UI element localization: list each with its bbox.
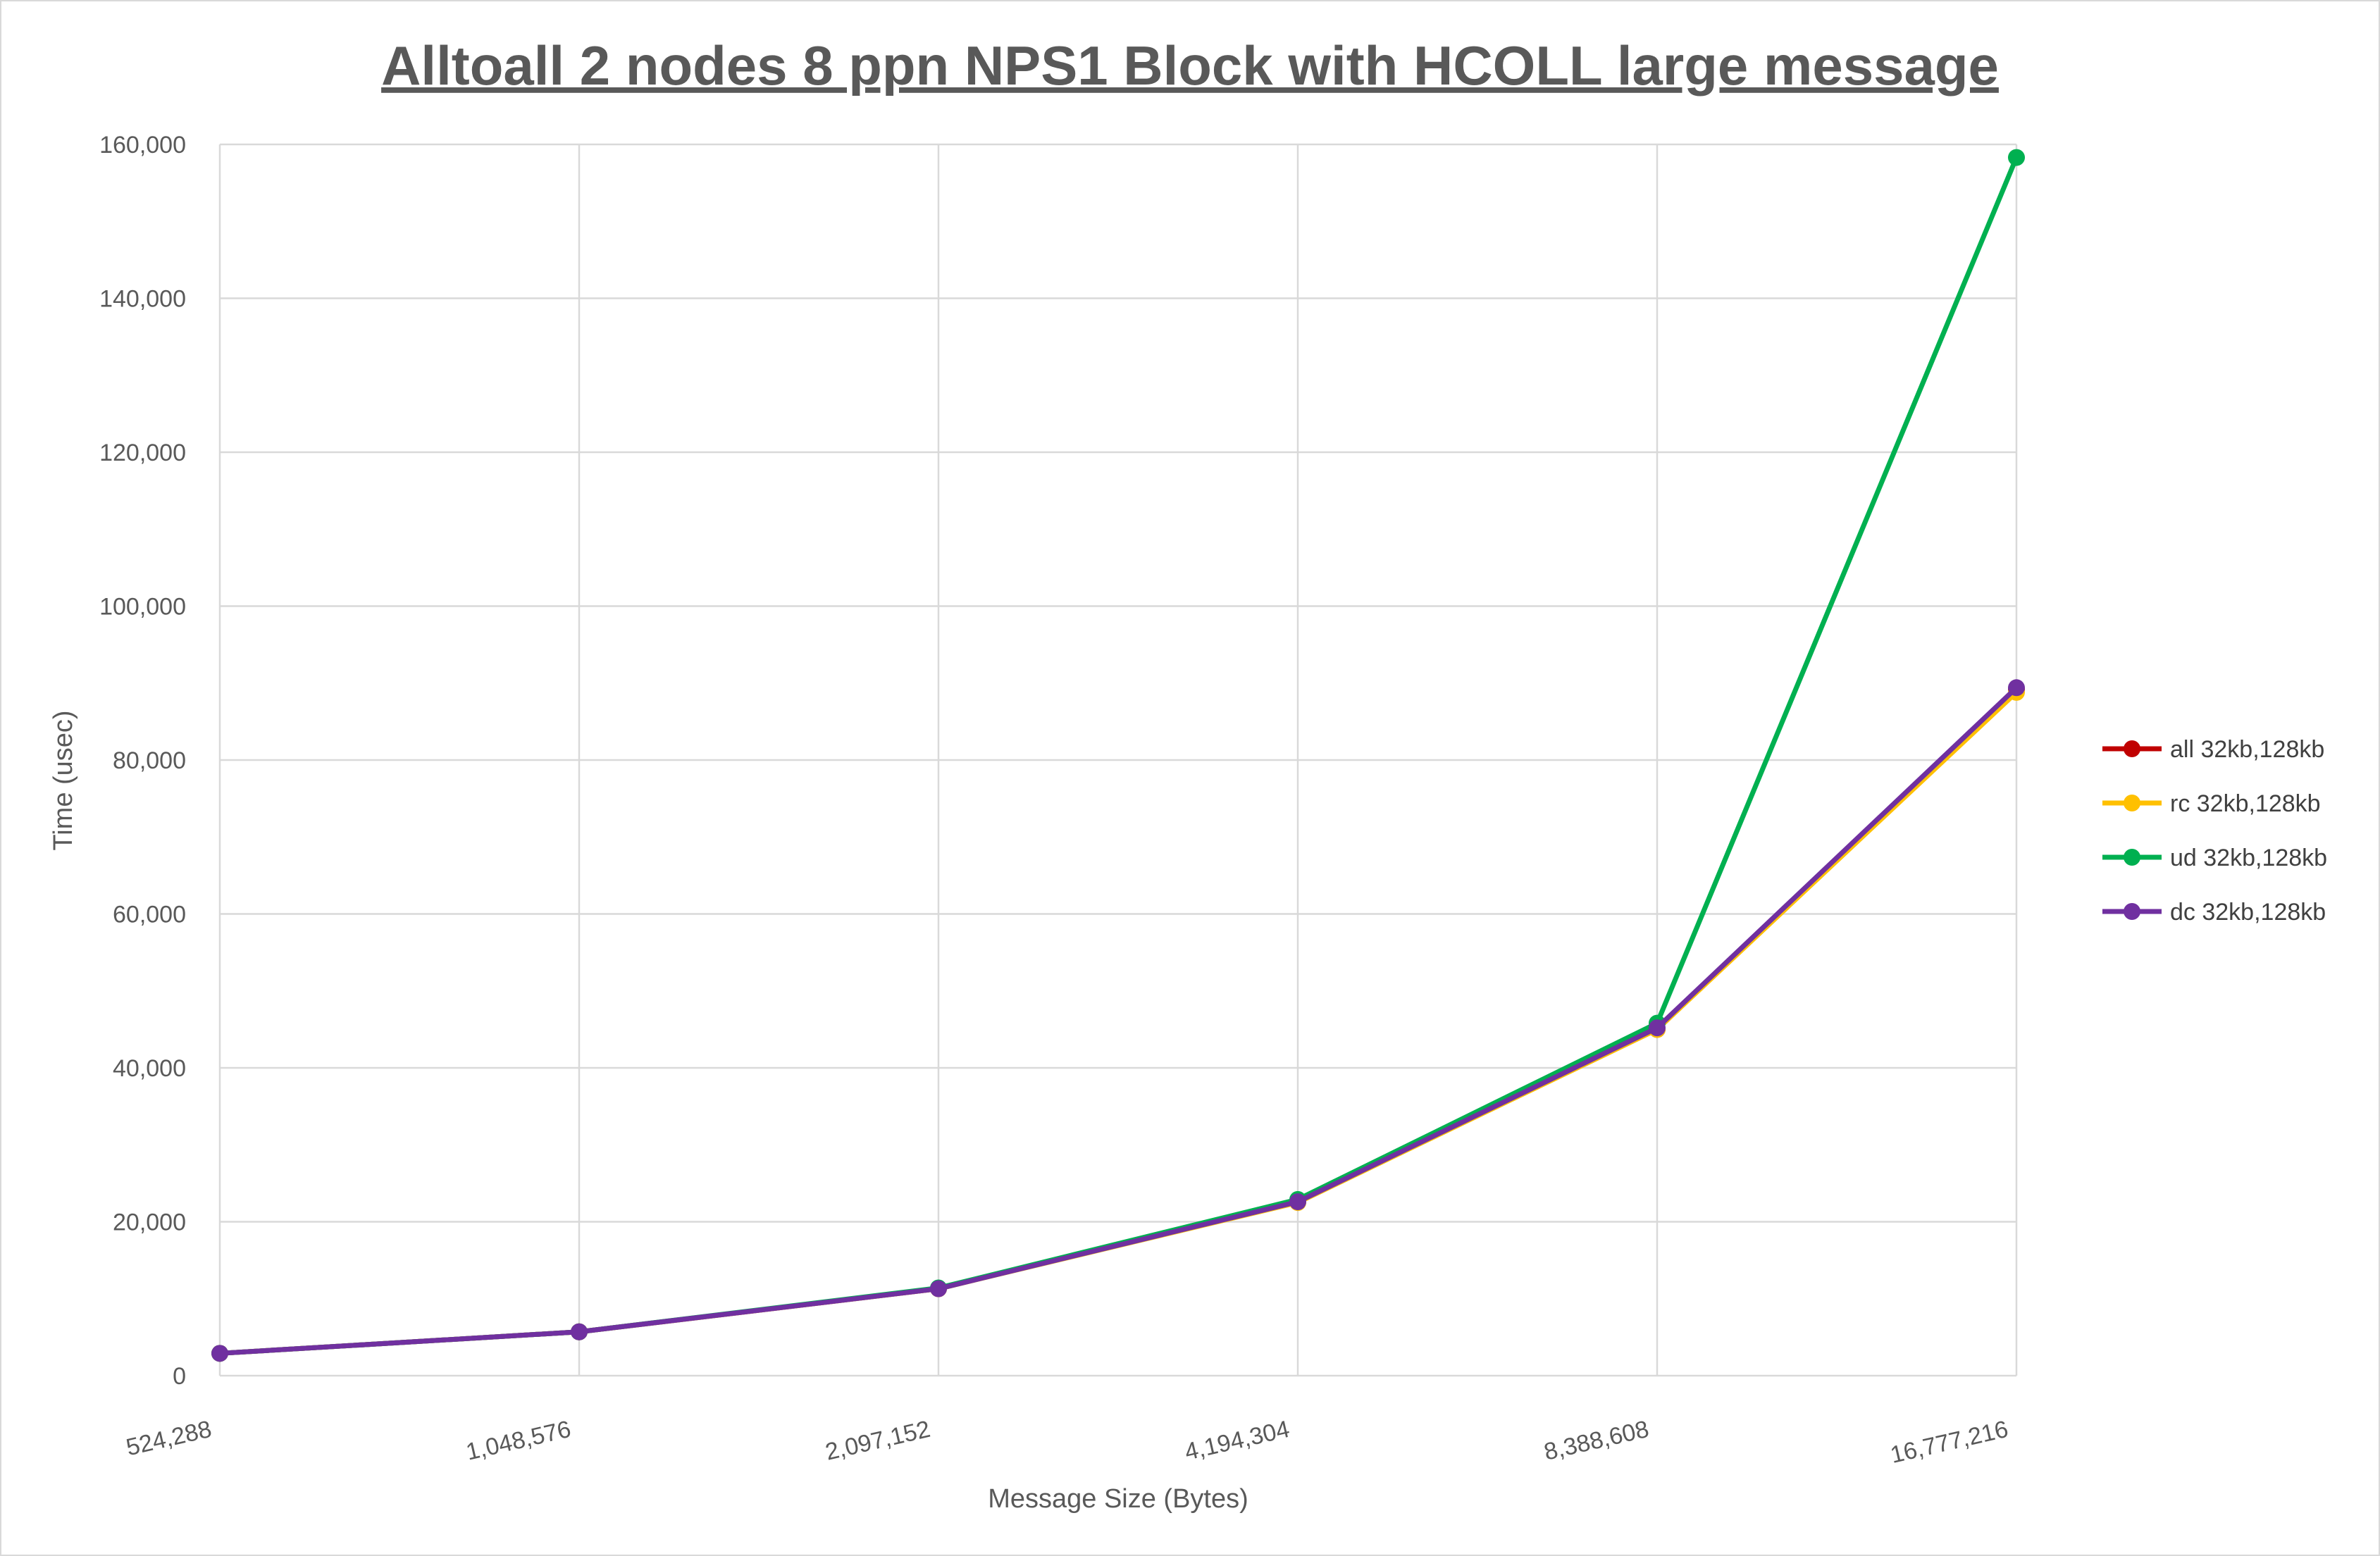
data-point bbox=[211, 1345, 228, 1362]
series-line bbox=[219, 685, 2019, 1356]
data-point bbox=[2008, 149, 2025, 166]
legend-swatch-marker bbox=[2124, 849, 2140, 866]
y-tick-label: 40,000 bbox=[113, 1055, 186, 1082]
series-lines bbox=[211, 149, 2025, 1362]
legend: all 32kb,128kb rc 32kb,128kb ud 32kb,128kb… bbox=[2102, 736, 2327, 926]
series-line bbox=[219, 690, 2019, 1356]
x-axis-ticks: 524,288 1,048,576 2,097,152 4,194,304 8,388,… bbox=[123, 1416, 2010, 1469]
y-axis-label: Time (usec) bbox=[49, 710, 78, 850]
x-tick-label: 16,777,216 bbox=[1888, 1416, 2010, 1469]
series-line bbox=[219, 156, 2019, 1356]
x-tick-label: 2,097,152 bbox=[823, 1416, 933, 1466]
chart-title: Alltoall 2 nodes 8 ppn NPS1 Block with H… bbox=[381, 35, 1999, 97]
x-tick-label: 524,288 bbox=[123, 1416, 213, 1462]
y-axis-ticks: 0 20,000 40,000 60,000 80,000 100,000 120,000 1… bbox=[99, 132, 186, 1390]
y-tick-label: 80,000 bbox=[113, 747, 186, 774]
y-tick-label: 100,000 bbox=[99, 594, 186, 621]
legend-label: ud 32kb,128kb bbox=[2170, 845, 2327, 871]
data-point bbox=[1649, 1019, 1666, 1037]
y-tick-label: 160,000 bbox=[99, 132, 186, 158]
data-point bbox=[571, 1323, 588, 1340]
legend-label: rc 32kb,128kb bbox=[2170, 790, 2321, 817]
data-point bbox=[930, 1280, 947, 1297]
y-tick-label: 0 bbox=[173, 1363, 186, 1390]
data-point bbox=[1289, 1193, 1306, 1211]
y-tick-label: 60,000 bbox=[113, 902, 186, 928]
data-point bbox=[2008, 679, 2025, 697]
legend-label: all 32kb,128kb bbox=[2170, 736, 2324, 763]
x-axis-label: Message Size (Bytes) bbox=[988, 1484, 1248, 1514]
legend-swatch-marker bbox=[2124, 740, 2140, 757]
y-tick-label: 20,000 bbox=[113, 1209, 186, 1236]
x-tick-label: 8,388,608 bbox=[1542, 1416, 1651, 1466]
legend-swatch-marker bbox=[2124, 903, 2140, 920]
legend-label: dc 32kb,128kb bbox=[2170, 899, 2326, 926]
y-tick-label: 120,000 bbox=[99, 440, 186, 466]
gridlines bbox=[218, 143, 2018, 1377]
x-tick-label: 1,048,576 bbox=[464, 1416, 574, 1466]
legend-swatch-marker bbox=[2124, 795, 2140, 811]
y-tick-label: 140,000 bbox=[99, 286, 186, 313]
series-line bbox=[219, 687, 2019, 1356]
x-tick-label: 4,194,304 bbox=[1182, 1416, 1292, 1466]
